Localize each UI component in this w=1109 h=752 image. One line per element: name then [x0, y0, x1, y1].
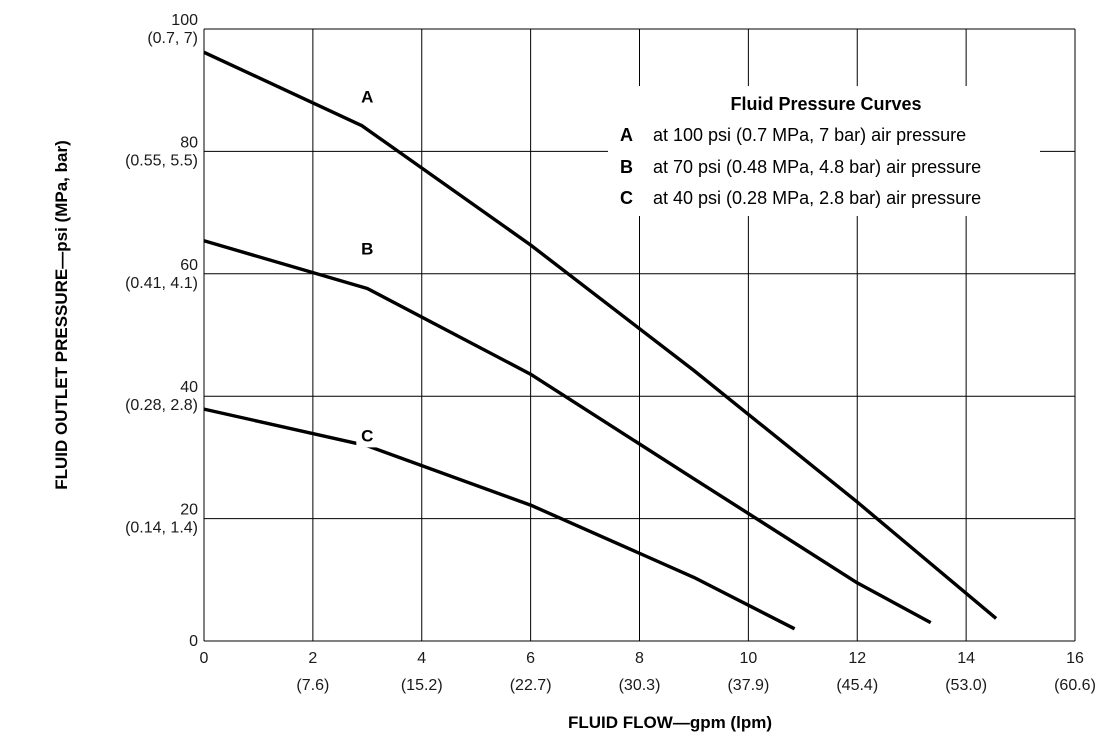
- curve-b: [203, 239, 932, 625]
- y-tick-label-80: 80: [180, 134, 198, 151]
- x-axis-title: FLUID FLOW—gpm (lpm): [568, 713, 772, 732]
- x-tick-label-6: 6: [526, 650, 535, 667]
- x-tick-label-2: 2: [308, 650, 317, 667]
- y-tick-sublabel-80: (0.55, 5.5): [125, 152, 198, 169]
- y-tick-sublabel-20: (0.14, 1.4): [125, 520, 198, 537]
- legend-background: [608, 86, 1040, 216]
- x-tick-label-14: 14: [957, 650, 975, 667]
- legend-key-a: A: [620, 125, 633, 145]
- x-tick-sublabel-14: (53.0): [945, 677, 987, 694]
- curve-a: [203, 50, 998, 620]
- legend: Fluid Pressure Curves A at 100 psi (0.7 …: [620, 94, 981, 208]
- y-tick-label-40: 40: [180, 379, 198, 396]
- y-tick-sublabel-40: (0.28, 2.8): [125, 397, 198, 414]
- legend-text-b: at 70 psi (0.48 MPa, 4.8 bar) air pressu…: [653, 157, 981, 177]
- x-tick-label-12: 12: [848, 650, 866, 667]
- x-tick-label-10: 10: [739, 650, 757, 667]
- curve-label-bg-b: [356, 236, 379, 261]
- legend-text-c: at 40 psi (0.28 MPa, 2.8 bar) air pressu…: [653, 188, 981, 208]
- curve-label-c: C: [361, 426, 373, 445]
- x-tick-label-8: 8: [635, 650, 644, 667]
- y-axis-title: FLUID OUTLET PRESSURE—psi (MPa, bar): [52, 140, 71, 489]
- x-tick-label-0: 0: [200, 650, 209, 667]
- curves: ABC: [203, 50, 998, 631]
- y-tick-label-60: 60: [180, 257, 198, 274]
- x-tick-sublabel-12: (45.4): [836, 677, 878, 694]
- y-tick-label-0: 0: [189, 633, 198, 650]
- y-tick-sublabel-100: (0.7, 7): [147, 30, 198, 47]
- curve-label-b: B: [361, 240, 373, 259]
- x-tick-sublabel-8: (30.3): [619, 677, 661, 694]
- curve-label-bg-c: [356, 423, 379, 448]
- x-tick-sublabel-6: (22.7): [510, 677, 552, 694]
- y-tick-label-100: 100: [171, 12, 198, 29]
- x-tick-sublabel-2: (7.6): [296, 677, 329, 694]
- x-tick-sublabel-10: (37.9): [727, 677, 769, 694]
- x-tick-label-16: 16: [1066, 650, 1084, 667]
- curve-label-bg-a: [356, 84, 379, 109]
- legend-key-c: C: [620, 188, 633, 208]
- legend-title: Fluid Pressure Curves: [730, 94, 921, 114]
- curve-c: [203, 407, 796, 631]
- tick-labels: 0 2 (7.6) 4 (15.2) 6 (22.7) 8 (30.3) 10 (37.9) 12 (4…: [125, 12, 1096, 694]
- legend-text-a: at 100 psi (0.7 MPa, 7 bar) air pressure: [653, 125, 966, 145]
- legend-key-b: B: [620, 157, 633, 177]
- x-tick-sublabel-4: (15.2): [401, 677, 443, 694]
- y-tick-sublabel-60: (0.41, 4.1): [125, 275, 198, 292]
- y-tick-label-20: 20: [180, 502, 198, 519]
- x-tick-label-4: 4: [417, 650, 426, 667]
- x-tick-sublabel-16: (60.6): [1054, 677, 1096, 694]
- curve-label-a: A: [361, 87, 373, 106]
